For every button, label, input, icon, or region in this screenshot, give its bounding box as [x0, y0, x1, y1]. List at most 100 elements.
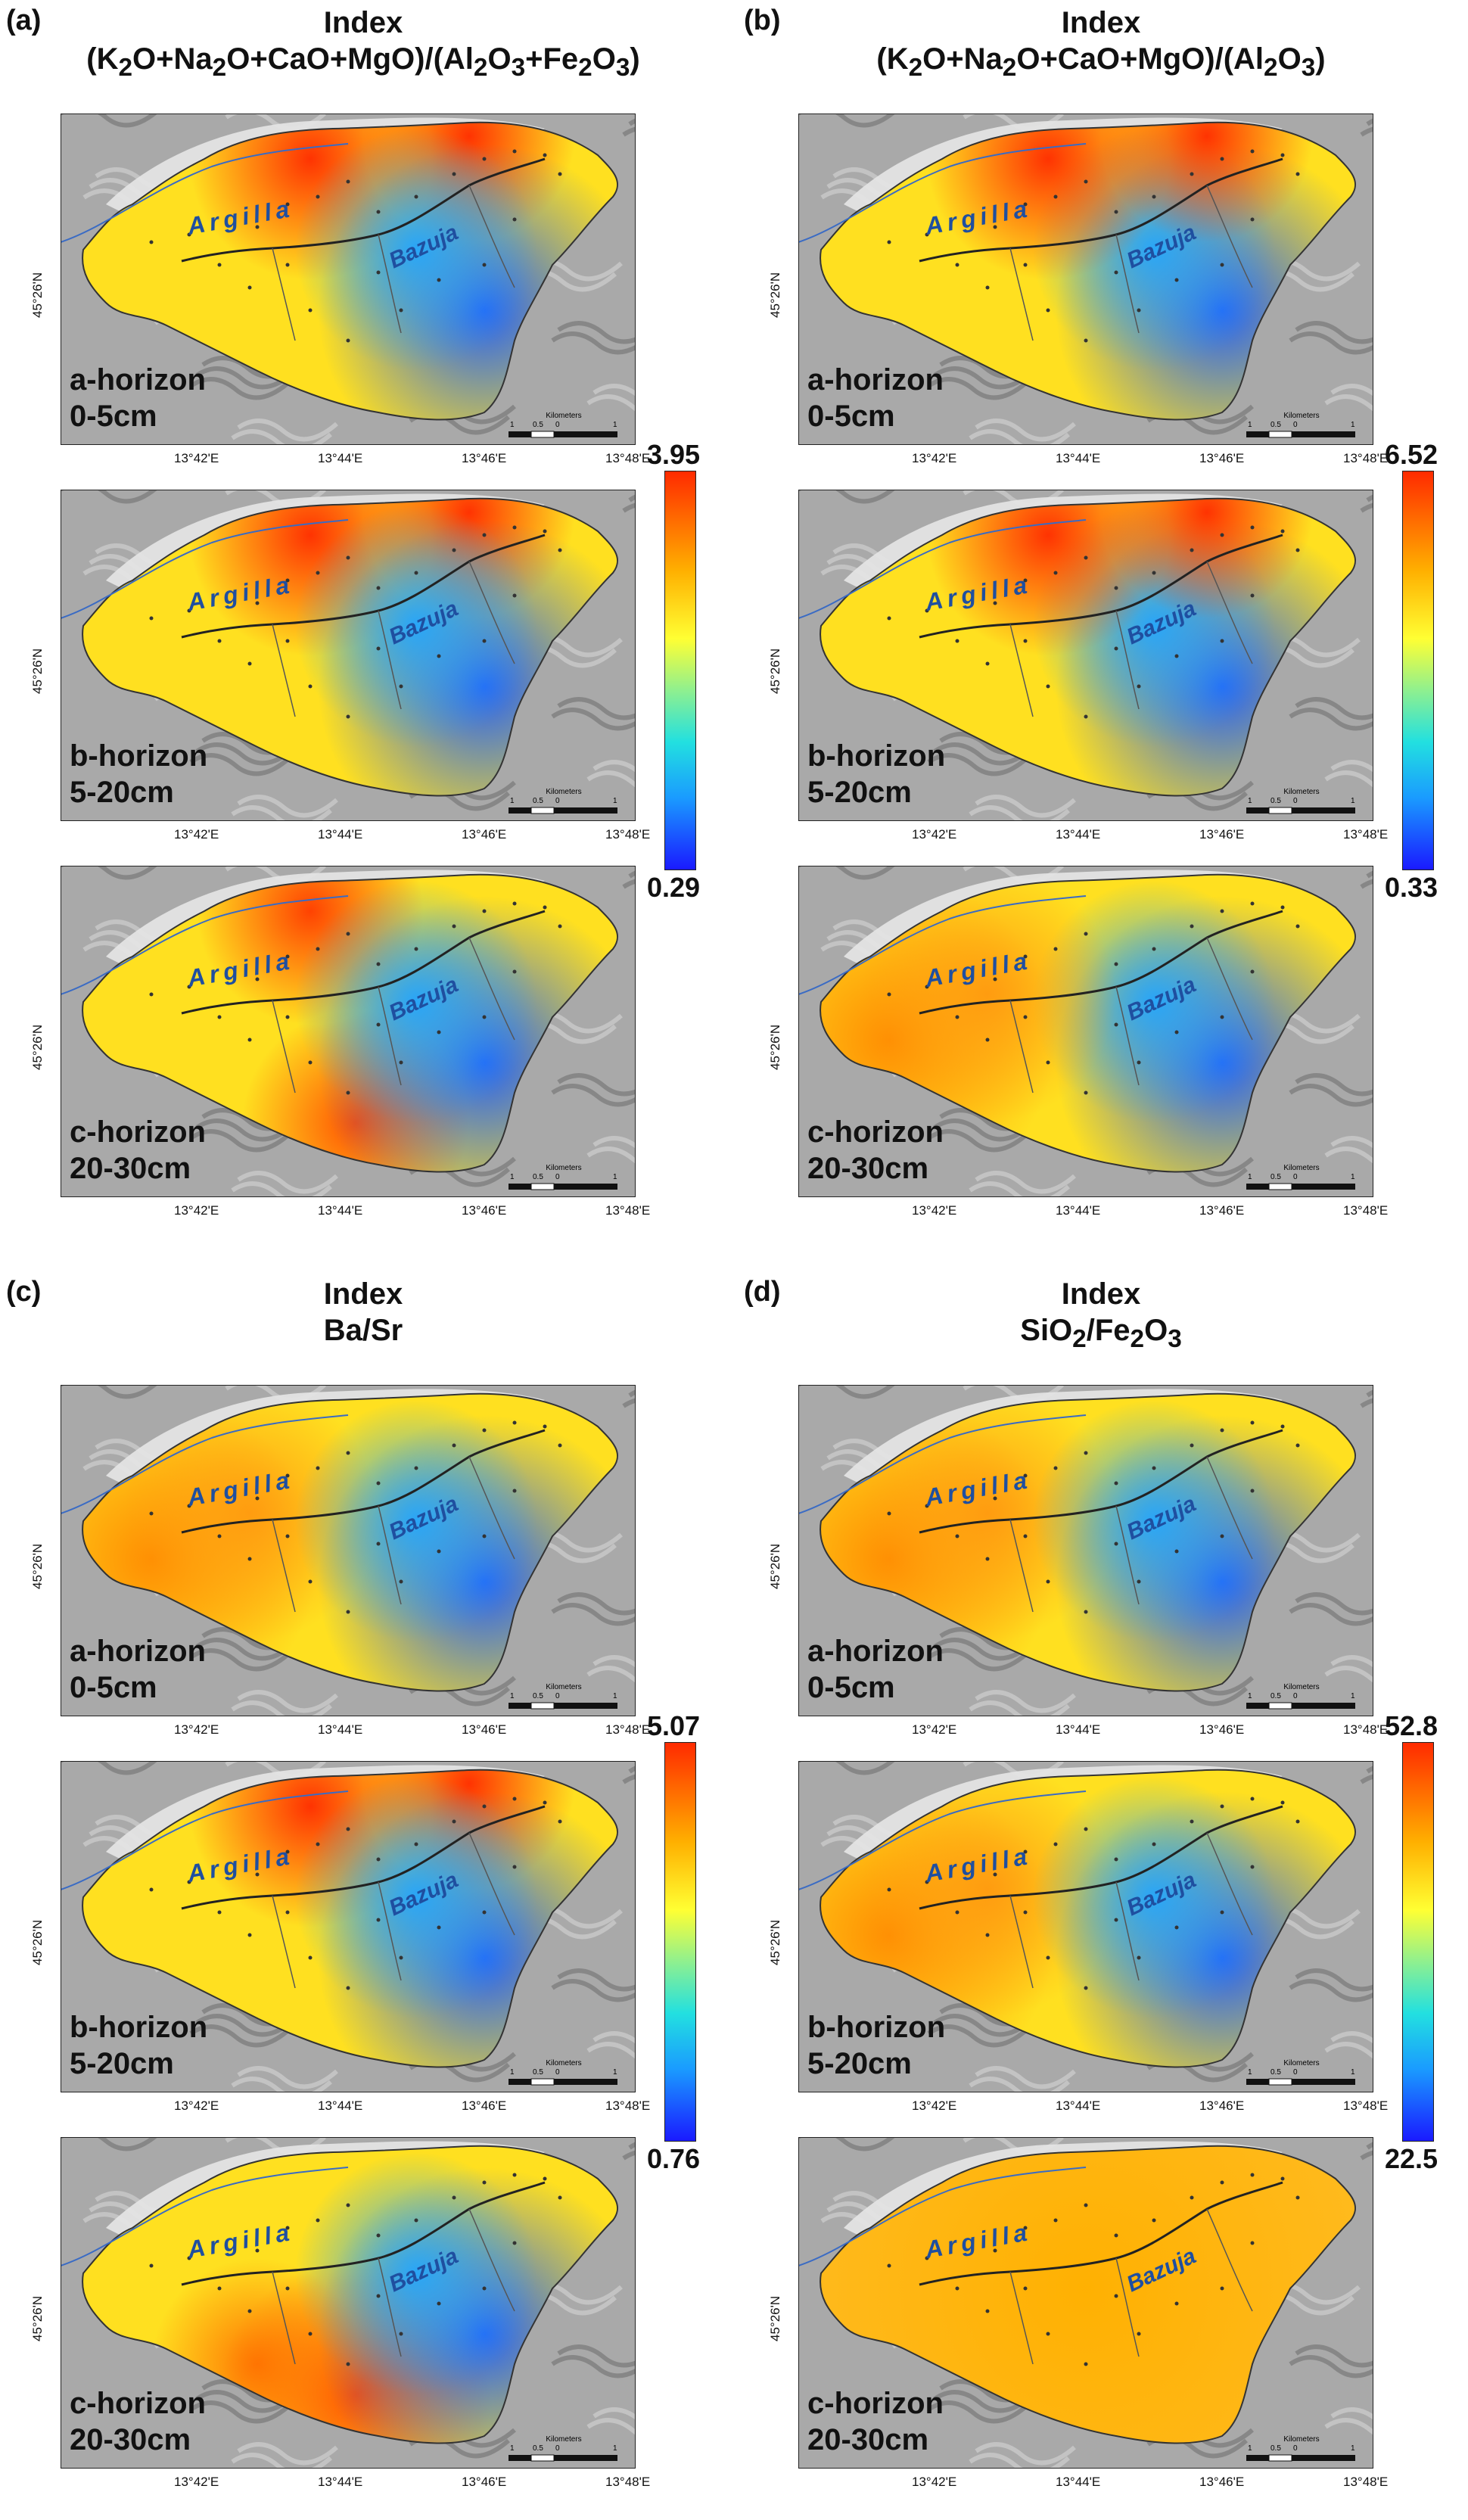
sample-point [887, 616, 891, 621]
sample-point [308, 308, 313, 313]
scale-tick: 1 [510, 797, 515, 805]
relief-ridge [933, 2014, 1034, 2037]
latitude-label: 45°26'N [30, 272, 45, 318]
sample-point [376, 1542, 381, 1546]
horizon-name: b-horizon [807, 739, 946, 773]
scale-title: Kilometers [546, 2059, 581, 2067]
relief-ridge [189, 2400, 291, 2424]
longitude-label: 13°44'E [1056, 2475, 1101, 2489]
ridge-highlight [844, 1765, 1283, 1863]
sample-point [217, 1534, 222, 1538]
sample-point [187, 232, 191, 237]
horizon-name: b-horizon [70, 739, 208, 773]
ridge-highlight [844, 493, 1283, 592]
sample-point [955, 263, 959, 267]
scale-segment [509, 2455, 531, 2461]
latitude-label: 45°26'N [30, 648, 45, 694]
watershed-boundary [82, 1769, 618, 2068]
relief-ridge [231, 1181, 332, 1197]
scale-tick: 0 [1293, 2068, 1298, 2077]
relief-ridge [1330, 1136, 1373, 1149]
sample-point [543, 153, 547, 157]
sample-point [187, 608, 191, 613]
stream [798, 895, 1087, 995]
sample-point [414, 2218, 418, 2223]
watershed-boundary [82, 1392, 618, 1692]
sub-catchments [272, 561, 515, 717]
sample-point [543, 905, 547, 910]
sample-point [346, 1451, 350, 1455]
sample-point [285, 1015, 290, 1019]
longitude-label: 13°42'E [174, 1722, 219, 1737]
sample-point [1174, 1925, 1179, 1930]
relief-ridge [586, 394, 636, 412]
scale-tick: 1 [1351, 2068, 1355, 2077]
map-frame [61, 114, 636, 445]
value-hotspot [295, 505, 537, 747]
sample-point [308, 684, 313, 689]
relief-ridge [551, 1979, 636, 2002]
main-divide [181, 534, 546, 639]
sample-point [482, 533, 487, 537]
sample-point [1023, 578, 1028, 583]
value-hotspot [820, 2145, 1356, 2444]
sample-point [1250, 593, 1255, 598]
relief-ridge [189, 377, 291, 400]
scale-tick: 0.5 [533, 1692, 543, 1700]
scale-tick: 1 [1351, 797, 1355, 805]
sample-point [482, 1015, 487, 1019]
scale-tick: 1 [1248, 1173, 1252, 1181]
longitude-label: 13°48'E [605, 2475, 651, 2489]
scale-segment [1246, 1184, 1269, 1190]
relief-ridge [798, 114, 896, 128]
ridge-highlight [106, 2141, 545, 2239]
horizon-depth: 0-5cm [70, 400, 157, 433]
scale-tick: 1 [613, 2444, 617, 2453]
sample-point [993, 1872, 997, 1877]
relief-ridge [927, 1129, 1028, 1153]
sample-point [1084, 1986, 1088, 1990]
sample-point [1190, 1443, 1194, 1448]
sample-point [1190, 548, 1194, 552]
sample-point [346, 2203, 350, 2207]
sample-point [1046, 308, 1050, 313]
scale-segment [554, 2079, 617, 2085]
relief-ridge [798, 490, 896, 504]
sample-point [543, 529, 547, 534]
sample-point [993, 225, 997, 229]
sample-point [1250, 1489, 1255, 1493]
longitude-label: 13°44'E [318, 827, 363, 842]
value-hotspot [927, 498, 1169, 656]
sample-point [925, 608, 929, 613]
relief-ridge [231, 2453, 332, 2469]
scale-bar: Kilometers 1 0.5 0 1 [1246, 2435, 1355, 2462]
sample-point [1137, 1579, 1141, 1584]
scale-segment [1246, 2455, 1269, 2461]
main-divide [919, 534, 1283, 639]
longitude-label: 13°42'E [912, 2098, 957, 2113]
longitude-label: 13°46'E [1199, 827, 1245, 842]
sample-point [1280, 153, 1285, 157]
sample-point [308, 1579, 313, 1584]
sample-point [1250, 1797, 1255, 1801]
sample-point [187, 985, 191, 989]
sample-point [512, 149, 517, 154]
sample-point [1220, 1015, 1224, 1019]
sample-point [399, 1955, 403, 1960]
scale-tick: 0 [1293, 1692, 1298, 1700]
sample-point [1084, 555, 1088, 560]
longitude-label: 13°42'E [174, 1203, 219, 1218]
sample-point [558, 1819, 562, 1824]
scale-bar: Kilometers 1 0.5 0 1 [509, 788, 617, 814]
sample-point [1023, 202, 1028, 207]
sample-point [1114, 2233, 1118, 2238]
sample-point [1084, 179, 1088, 184]
sample-point [512, 1489, 517, 1493]
relief-ridge [592, 760, 636, 773]
sample-point [1046, 1060, 1050, 1065]
main-divide [181, 1429, 546, 1534]
horizon-name: a-horizon [807, 363, 944, 397]
sample-point [1084, 1090, 1088, 1095]
scale-segment [1246, 431, 1269, 437]
sample-point [543, 1424, 547, 1429]
